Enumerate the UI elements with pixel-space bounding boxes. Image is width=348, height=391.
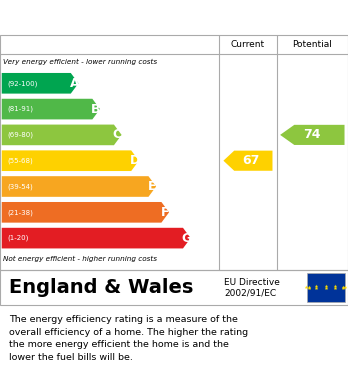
Text: Potential: Potential <box>292 40 332 49</box>
Polygon shape <box>223 151 272 171</box>
Text: (1-20): (1-20) <box>7 235 28 241</box>
Text: Not energy efficient - higher running costs: Not energy efficient - higher running co… <box>3 256 158 262</box>
Polygon shape <box>2 202 169 222</box>
Polygon shape <box>2 176 156 197</box>
Text: (21-38): (21-38) <box>7 209 33 215</box>
Text: (81-91): (81-91) <box>7 106 33 112</box>
Polygon shape <box>280 125 345 145</box>
Text: England & Wales: England & Wales <box>9 278 193 297</box>
Text: (92-100): (92-100) <box>7 80 37 86</box>
Polygon shape <box>2 151 139 171</box>
Polygon shape <box>2 99 100 119</box>
Text: Very energy efficient - lower running costs: Very energy efficient - lower running co… <box>3 59 158 65</box>
Text: B: B <box>91 102 101 116</box>
Polygon shape <box>2 73 78 93</box>
Text: EU Directive
2002/91/EC: EU Directive 2002/91/EC <box>224 278 280 297</box>
Text: (55-68): (55-68) <box>7 158 33 164</box>
Text: E: E <box>148 180 156 193</box>
Text: 67: 67 <box>243 154 260 167</box>
Text: F: F <box>161 206 169 219</box>
Text: A: A <box>70 77 79 90</box>
Text: 74: 74 <box>303 128 321 142</box>
Polygon shape <box>2 228 191 248</box>
Text: Current: Current <box>231 40 265 49</box>
Text: (39-54): (39-54) <box>7 183 33 190</box>
Text: (69-80): (69-80) <box>7 132 33 138</box>
Bar <box>307 273 345 302</box>
Text: G: G <box>181 231 192 245</box>
Text: D: D <box>129 154 140 167</box>
Text: Energy Efficiency Rating: Energy Efficiency Rating <box>10 10 220 25</box>
Polygon shape <box>2 125 121 145</box>
Text: C: C <box>113 128 122 142</box>
Text: The energy efficiency rating is a measure of the
overall efficiency of a home. T: The energy efficiency rating is a measur… <box>9 315 248 362</box>
